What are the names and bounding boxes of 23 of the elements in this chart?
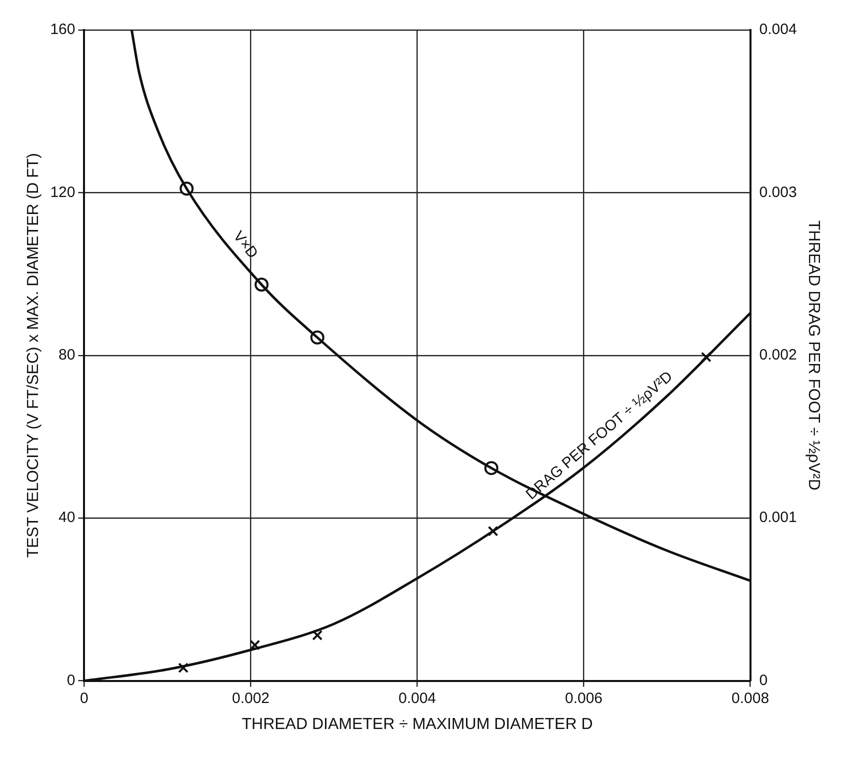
y-tick-label: 40 [58,509,76,526]
y-tick-label: 120 [50,184,76,201]
y2-tick-label: 0.003 [759,184,797,201]
point [700,352,712,362]
y2-tick-label: 0.004 [759,21,797,38]
x-tick-label: 0.006 [564,690,603,707]
point [178,662,189,674]
point [312,630,323,640]
x-axis-title: THREAD DIAMETER ÷ MAXIMUM DIAMETER D [242,716,593,733]
y-tick-label: 80 [58,346,76,364]
y2-axis-title: THREAD DRAG PER FOOT ÷ ½ρV²D [804,220,822,490]
y-tick-label: 160 [50,21,76,38]
x-tick-label: 0.004 [398,690,436,707]
y2-tick-label: 0.002 [759,346,797,364]
y-axis-title: TEST VELOCITY (V FT/SEC) x MAX. DIAMETER (D FT) [25,153,42,558]
y2-tick-label: 0.001 [759,509,797,526]
x-tick-label: 0 [80,690,88,707]
y-tick-label: 0 [66,672,76,689]
y2-tick-label: 0 [759,672,768,689]
point [250,640,260,650]
x-tick-label: 0.008 [731,690,770,707]
x-tick-label: 0.002 [232,690,270,707]
point [488,526,498,536]
